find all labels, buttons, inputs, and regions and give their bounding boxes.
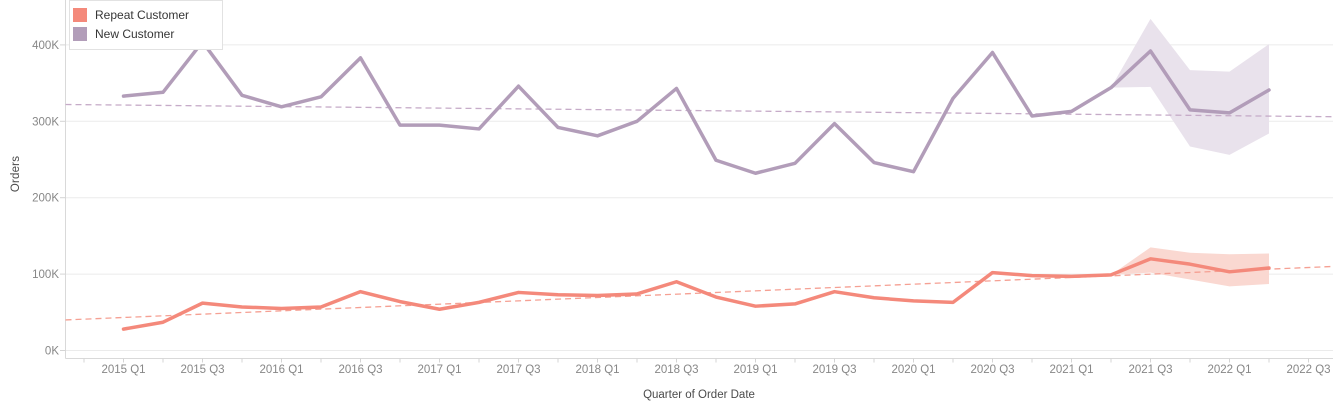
x-axis-tick-label: 2019 Q3 xyxy=(812,364,856,376)
x-axis-tick-label: 2022 Q1 xyxy=(1207,364,1251,376)
x-axis-tick-label: 2022 Q3 xyxy=(1286,364,1330,376)
repeat-customer-trend-line[interactable] xyxy=(65,265,1333,321)
y-axis-title: Orders xyxy=(10,155,22,193)
x-axis-tick-label: 2017 Q3 xyxy=(496,364,540,376)
y-axis-tick-label: 400K xyxy=(32,40,59,52)
new-customer-line[interactable] xyxy=(121,40,1271,176)
new-customer-swatch-icon xyxy=(73,26,87,41)
new-customer-trend-line[interactable] xyxy=(65,103,1333,118)
x-axis-tick-label: 2015 Q3 xyxy=(180,364,224,376)
x-axis-tick-label: 2018 Q3 xyxy=(654,364,698,376)
y-axis-tick-label: 100K xyxy=(32,269,59,281)
y-axis-tick-label: 300K xyxy=(32,116,59,128)
legend-label-repeat-customer: Repeat Customer xyxy=(95,7,190,22)
legend-item-new-customer[interactable]: New Customer xyxy=(73,24,214,43)
legend-label-new-customer: New Customer xyxy=(95,26,175,41)
legend: Repeat Customer New Customer xyxy=(69,0,223,50)
x-axis-tick-label: 2016 Q1 xyxy=(259,364,303,376)
x-axis-tick-label: 2015 Q1 xyxy=(101,364,145,376)
x-axis-tick-label: 2021 Q1 xyxy=(1049,364,1093,376)
x-axis-tick-label: 2018 Q1 xyxy=(575,364,619,376)
x-axis-tick-label: 2020 Q1 xyxy=(891,364,935,376)
x-axis-tick-label: 2017 Q1 xyxy=(417,364,461,376)
new-customer-forecast-band xyxy=(1111,18,1269,155)
legend-item-repeat-customer[interactable]: Repeat Customer xyxy=(73,5,214,24)
x-axis-tick-label: 2019 Q1 xyxy=(733,364,777,376)
x-axis-title: Quarter of Order Date xyxy=(643,389,755,401)
repeat-customer-line[interactable] xyxy=(121,257,1271,331)
y-axis-tick-label: 200K xyxy=(32,193,59,205)
y-axis-tick-label: 0K xyxy=(45,346,59,358)
x-axis-tick-label: 2016 Q3 xyxy=(338,364,382,376)
x-axis-tick-label: 2021 Q3 xyxy=(1128,364,1172,376)
repeat-customer-swatch-icon xyxy=(73,7,87,22)
x-axis-tick-label: 2020 Q3 xyxy=(970,364,1014,376)
